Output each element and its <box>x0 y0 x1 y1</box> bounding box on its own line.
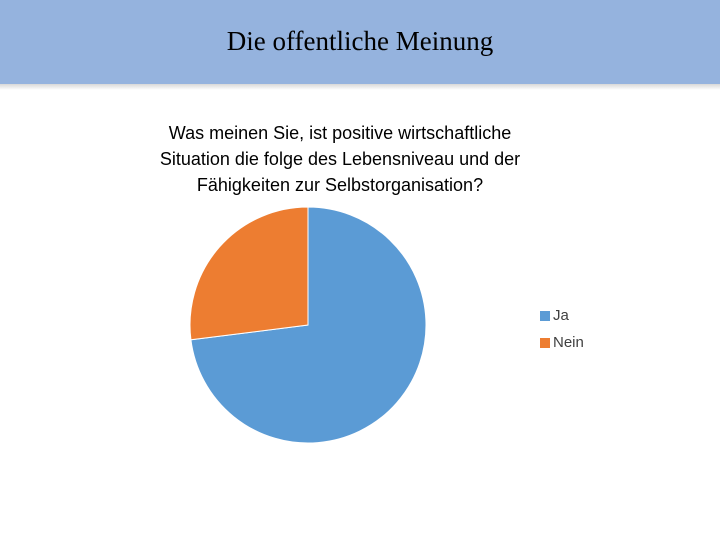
chart-title: Was meinen Sie, ist positive wirtschaftl… <box>110 120 570 198</box>
legend-swatch-ja <box>540 310 550 321</box>
slide-header: Die offentliche Meinung <box>0 0 720 84</box>
chart-title-line-3: Fähigkeiten zur Selbstorganisation? <box>196 175 484 195</box>
legend-item-nein: Nein <box>540 329 584 356</box>
legend-label-nein: Nein <box>553 334 584 351</box>
header-divider <box>0 84 720 90</box>
legend-label-ja: Ja <box>553 307 569 324</box>
chart-title-line-2: Situation die folge des Lebensniveau und… <box>159 149 521 169</box>
legend-item-ja: Ja <box>540 302 584 329</box>
slide-title: Die offentliche Meinung <box>226 26 494 56</box>
chart-title-line-1: Was meinen Sie, ist positive wirtschaftl… <box>168 123 512 143</box>
chart-legend: Ja Nein <box>540 302 584 356</box>
legend-swatch-nein <box>540 337 550 348</box>
pie-slice-nein <box>189 206 309 341</box>
